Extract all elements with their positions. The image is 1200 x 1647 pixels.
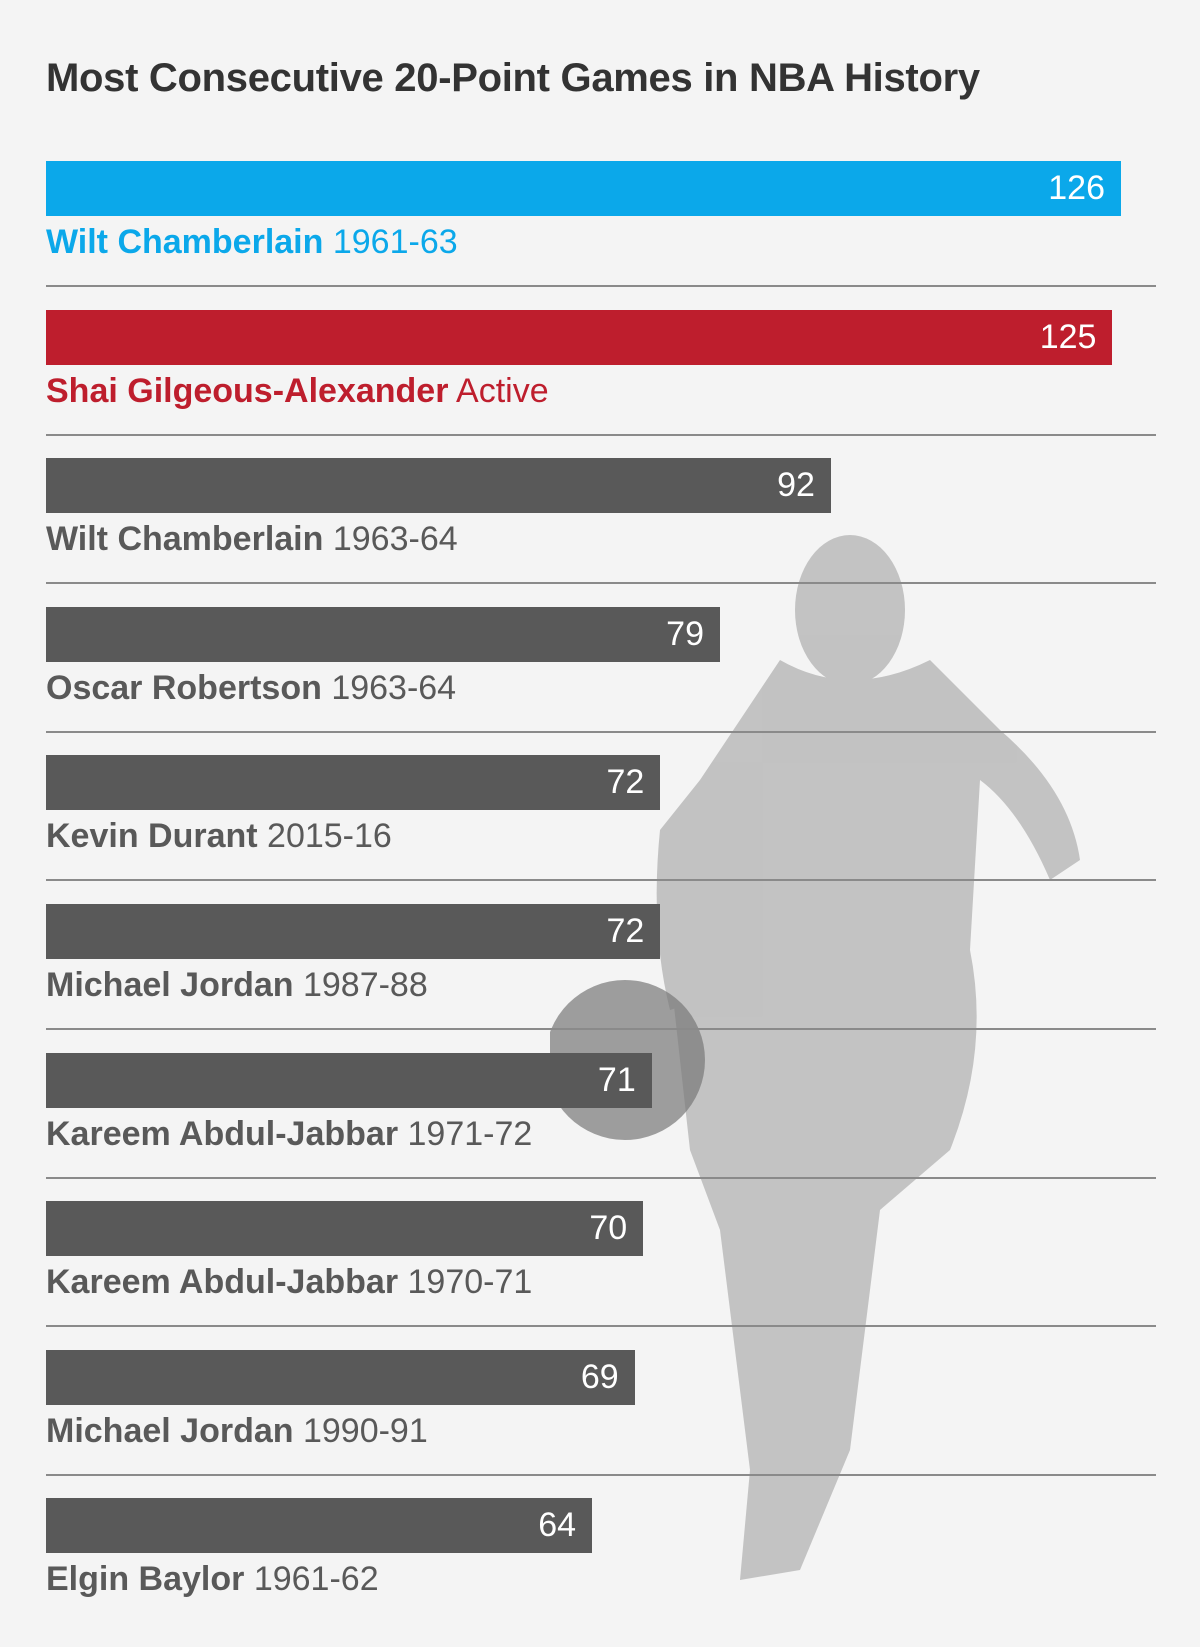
category-label: Kareem Abdul-Jabbar 1971-72	[46, 1115, 532, 1154]
category-label: Kareem Abdul-Jabbar 1970-71	[46, 1263, 532, 1302]
chart-title: Most Consecutive 20-Point Games in NBA H…	[46, 56, 980, 100]
category-label: Michael Jordan 1987-88	[46, 966, 428, 1005]
category-label: Wilt Chamberlain 1963-64	[46, 520, 458, 559]
bar: 72	[46, 755, 661, 811]
period: 1963-64	[332, 520, 458, 559]
divider	[46, 1473, 1156, 1476]
bar-row: 72 Michael Jordan 1987-88	[46, 904, 1156, 1053]
divider	[46, 1028, 1156, 1030]
data-label: 126	[1048, 169, 1105, 207]
data-label: 69	[580, 1357, 619, 1396]
category-label: Kevin Durant 2015-16	[46, 817, 392, 856]
player-name: Wilt Chamberlain	[46, 520, 324, 559]
player-name: Shai Gilgeous-Alexander	[46, 371, 449, 410]
bar: 70	[46, 1201, 644, 1257]
category-label: Shai Gilgeous-Alexander Active	[46, 372, 549, 411]
bar: 125	[46, 309, 1113, 365]
player-name: Elgin Baylor	[46, 1560, 245, 1599]
divider	[46, 730, 1156, 733]
player-name: Kareem Abdul-Jabbar	[46, 1263, 399, 1302]
bar-row: 79 Oscar Robertson 1963-64	[46, 606, 1156, 756]
player-name: Kevin Durant	[46, 817, 258, 856]
period: 1990-91	[302, 1411, 428, 1450]
category-label: Michael Jordan 1990-91	[46, 1412, 428, 1451]
player-name: Michael Jordan	[46, 966, 294, 1004]
player-name: Oscar Robertson	[46, 668, 322, 707]
data-label: 72	[606, 763, 645, 802]
data-label: 70	[589, 1209, 628, 1248]
category-label: Wilt Chamberlain 1961-63	[46, 223, 458, 262]
data-label: 125	[1039, 317, 1097, 356]
period: 1987-88	[302, 966, 428, 1004]
bar-row: 72 Kevin Durant 2015-16	[46, 755, 1156, 904]
player-name: Michael Jordan	[46, 1411, 294, 1450]
bar: 69	[46, 1349, 635, 1405]
period: 1961-63	[332, 223, 458, 261]
bar-row: 125 Shai Gilgeous-Alexander Active	[46, 309, 1156, 459]
bar-row: 64 Elgin Baylor 1961-62	[46, 1498, 1156, 1647]
bar: 72	[46, 904, 661, 959]
data-label: 79	[666, 614, 704, 653]
bar: 79	[46, 606, 720, 662]
divider	[46, 285, 1156, 287]
data-label: 92	[777, 466, 815, 505]
bar: 126	[46, 161, 1121, 216]
data-label: 72	[606, 912, 645, 950]
bar: 64	[46, 1498, 593, 1554]
period: 1961-62	[253, 1560, 379, 1599]
divider	[46, 1176, 1156, 1179]
divider	[46, 433, 1156, 436]
period: 2015-16	[267, 817, 392, 856]
data-label: 71	[597, 1060, 636, 1099]
divider	[46, 879, 1156, 882]
category-label: Elgin Baylor 1961-62	[46, 1560, 379, 1599]
bar-row: 70 Kareem Abdul-Jabbar 1970-71	[46, 1201, 1156, 1350]
player-name: Kareem Abdul-Jabbar	[46, 1114, 399, 1153]
divider	[46, 1325, 1156, 1328]
bar: 71	[46, 1052, 652, 1108]
bar: 92	[46, 458, 831, 514]
bar-row: 92 Wilt Chamberlain 1963-64	[46, 458, 1156, 607]
player-name: Wilt Chamberlain	[46, 223, 324, 261]
divider	[46, 582, 1156, 585]
category-label: Oscar Robertson 1963-64	[46, 669, 456, 708]
bar-row: 71 Kareem Abdul-Jabbar 1971-72	[46, 1052, 1156, 1202]
bar-row: 126 Wilt Chamberlain 1961-63	[46, 161, 1156, 310]
bar-row: 69 Michael Jordan 1990-91	[46, 1349, 1156, 1499]
data-label: 64	[538, 1506, 577, 1545]
period: 1970-71	[407, 1263, 533, 1302]
period: 1971-72	[407, 1114, 533, 1153]
period: 1963-64	[331, 668, 457, 707]
period: Active	[456, 371, 549, 410]
